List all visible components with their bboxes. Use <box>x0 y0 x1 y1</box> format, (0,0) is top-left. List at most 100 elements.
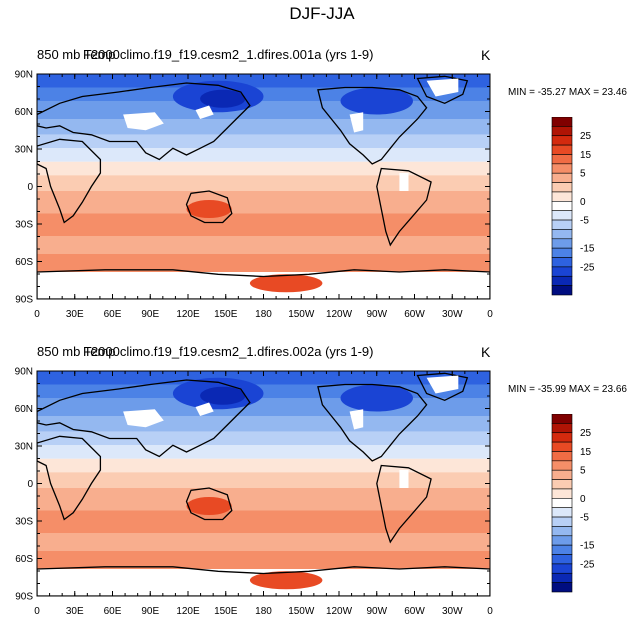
panel-title-case: F2000climo.f19_f19.cesm2_1.dfires.001a (… <box>83 47 374 62</box>
colorbar-swatch <box>551 135 573 146</box>
panel-units: K <box>481 47 491 63</box>
colorbar-swatch <box>551 544 573 555</box>
lon-tick-label: 150E <box>214 309 238 320</box>
panel-title-case: F2000climo.f19_f19.cesm2_1.dfires.002a (… <box>83 344 374 359</box>
panel-title-variable: 850 mb Temp <box>37 47 116 62</box>
lon-tick-label: 0 <box>34 606 40 617</box>
lon-tick-label: 120E <box>176 309 200 320</box>
panel-title: 850 mb Temp F2000climo.f19_f19.cesm2_1.d… <box>37 47 373 62</box>
colorbar-swatch <box>551 423 573 434</box>
colorbar: 25 15 5 0 -5 -15 -25 <box>551 414 595 593</box>
colorbar-tick-label: 25 <box>580 428 592 439</box>
colorbar-swatch <box>551 172 573 183</box>
colorbar-tick-label: -5 <box>580 216 589 227</box>
lon-tick-label: 150W <box>288 606 315 617</box>
colorbar-swatch <box>551 247 573 258</box>
lon-tick-label: 30W <box>442 309 463 320</box>
colorbar-tick-label: 0 <box>580 494 586 505</box>
lon-tick-label: 150E <box>214 606 238 617</box>
colorbar: 25 15 5 0 -5 -15 -25 <box>551 117 595 296</box>
lon-tick-label: 30E <box>66 309 84 320</box>
colorbar-swatch <box>551 163 573 174</box>
panel-title: 850 mb Temp F2000climo.f19_f19.cesm2_1.d… <box>37 344 373 359</box>
colorbar-tick-label: 5 <box>580 169 586 180</box>
lat-tick-label: 60N <box>15 404 33 415</box>
lat-tick-label: 90S <box>15 295 33 306</box>
colorbar-swatch <box>551 266 573 277</box>
lon-tick-label: 150W <box>288 309 315 320</box>
colorbar-swatch <box>551 432 573 443</box>
colorbar-swatch <box>551 210 573 221</box>
lon-tick-label: 120W <box>326 309 353 320</box>
lon-tick-label: 30W <box>442 606 463 617</box>
colorbar-swatch <box>551 572 573 583</box>
colorbar-swatch <box>551 201 573 211</box>
lat-tick-label: 30S <box>15 220 33 231</box>
lat-tick-label: 60N <box>15 107 33 118</box>
colorbar-swatch <box>551 563 573 574</box>
lon-tick-label: 0 <box>487 309 493 320</box>
colorbar-swatch <box>551 126 573 137</box>
colorbar-tick-label: 15 <box>580 447 592 458</box>
lon-tick-label: 90W <box>366 309 387 320</box>
colorbar-swatch <box>551 154 573 165</box>
lon-tick-label: 180 <box>255 309 272 320</box>
colorbar-swatch <box>551 229 573 240</box>
lat-tick-label: 30N <box>15 145 33 156</box>
colorbar-tick-label: -15 <box>580 541 595 552</box>
colorbar-swatch <box>551 498 573 508</box>
lon-tick-label: 120E <box>176 606 200 617</box>
lat-tick-label: 90S <box>15 592 33 603</box>
colorbar-swatch <box>551 182 573 193</box>
colorbar-tick-label: 25 <box>580 131 592 142</box>
colorbar-swatch <box>551 507 573 518</box>
colorbar-swatch <box>551 238 573 249</box>
map-panel-1: 850 mb Temp F2000climo.f19_f19.cesm2_1.d… <box>0 47 644 347</box>
lat-tick-label: 0 <box>27 479 33 490</box>
colorbar-swatch <box>551 414 573 424</box>
colorbar-swatch <box>551 117 573 127</box>
min-max-label: MIN = -35.99 MAX = 23.66 <box>508 384 627 395</box>
colorbar-swatch <box>551 516 573 527</box>
colorbar-swatch <box>551 191 573 202</box>
colorbar-swatch <box>551 479 573 490</box>
colorbar-tick-label: 5 <box>580 466 586 477</box>
colorbar-swatch <box>551 285 573 296</box>
colorbar-swatch <box>551 526 573 537</box>
colorbar-swatch <box>551 582 573 593</box>
lat-tick-label: 30S <box>15 517 33 528</box>
colorbar-tick-label: -5 <box>580 513 589 524</box>
lon-tick-label: 30E <box>66 606 84 617</box>
lon-tick-label: 90W <box>366 606 387 617</box>
lon-tick-label: 60W <box>404 606 425 617</box>
colorbar-swatch <box>551 257 573 268</box>
colorbar-swatch <box>551 144 573 155</box>
panel-title-variable: 850 mb Temp <box>37 344 116 359</box>
lon-tick-label: 0 <box>34 309 40 320</box>
lon-tick-label: 60W <box>404 309 425 320</box>
colorbar-swatch <box>551 554 573 565</box>
lon-tick-label: 120W <box>326 606 353 617</box>
lon-tick-label: 180 <box>255 606 272 617</box>
colorbar-swatch <box>551 451 573 462</box>
colorbar-swatch <box>551 219 573 230</box>
min-max-label: MIN = -35.27 MAX = 23.46 <box>508 87 627 98</box>
colorbar-tick-label: 15 <box>580 150 592 161</box>
colorbar-swatch <box>551 535 573 546</box>
lon-tick-label: 90E <box>141 309 159 320</box>
panel-units: K <box>481 344 491 360</box>
lon-tick-label: 90E <box>141 606 159 617</box>
lon-tick-label: 60E <box>104 309 122 320</box>
colorbar-swatch <box>551 460 573 471</box>
colorbar-swatch <box>551 469 573 480</box>
colorbar-swatch <box>551 441 573 452</box>
lat-tick-label: 90N <box>15 70 33 81</box>
lon-tick-label: 60E <box>104 606 122 617</box>
lat-tick-label: 90N <box>15 367 33 378</box>
lon-tick-label: 0 <box>487 606 493 617</box>
map-panel-2: 850 mb Temp F2000climo.f19_f19.cesm2_1.d… <box>0 344 644 644</box>
colorbar-swatch <box>551 488 573 499</box>
colorbar-tick-label: -25 <box>580 262 595 273</box>
